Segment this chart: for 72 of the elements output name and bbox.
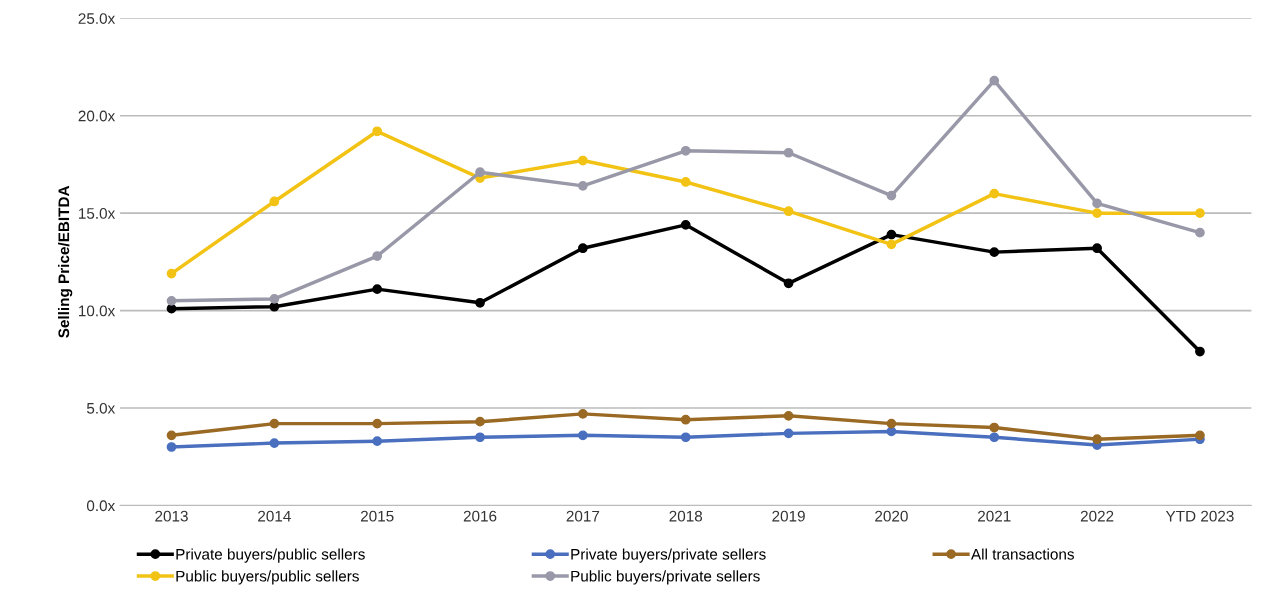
point [475, 297, 485, 308]
legend-label: Public buyers/public sellers [176, 570, 359, 585]
point [989, 247, 1000, 257]
point [680, 432, 691, 443]
point [578, 155, 588, 166]
x-tick-label: 2022 [1080, 510, 1114, 522]
point [886, 229, 897, 240]
legend-label: Private buyers/private sellers [571, 548, 766, 563]
x-tick-label: 2014 [258, 510, 291, 522]
legend-label: Public buyers/private sellers [571, 570, 760, 585]
point [372, 251, 383, 261]
point [269, 438, 280, 448]
x-tick-label: YTD 2023 [1165, 510, 1234, 522]
point [783, 278, 794, 289]
point [372, 126, 383, 137]
point [680, 145, 691, 156]
point [1092, 208, 1102, 219]
point [989, 422, 1000, 433]
x-tick-label: 2015 [360, 510, 394, 522]
point [886, 239, 897, 250]
point [372, 418, 383, 429]
point [1092, 243, 1102, 254]
point [475, 167, 485, 178]
point [578, 409, 588, 419]
point [1092, 198, 1102, 209]
point [989, 188, 1000, 199]
point [783, 410, 794, 421]
point [578, 181, 588, 191]
point [166, 442, 177, 452]
point [783, 428, 794, 439]
y-tick-label: 0.0x [86, 500, 116, 512]
legend-label: Private buyers/public sellers [176, 548, 365, 563]
point [783, 147, 794, 158]
point [166, 295, 177, 306]
y-axis-title: Selling Price/EBITDA [57, 185, 73, 338]
point [166, 430, 177, 441]
point [783, 206, 794, 217]
point [372, 436, 383, 447]
x-tick-label: 2020 [875, 510, 908, 522]
point [989, 432, 1000, 443]
point [578, 430, 588, 441]
point [1195, 227, 1205, 238]
point [1195, 430, 1205, 441]
point [680, 177, 691, 187]
x-tick-label: 2016 [463, 510, 497, 522]
y-tick-label: 20.0x [78, 110, 116, 122]
point [372, 284, 383, 295]
point [1195, 208, 1205, 219]
point [475, 416, 485, 427]
point [166, 268, 177, 279]
x-tick-label: 2017 [566, 510, 600, 522]
y-tick-label: 25.0x [78, 13, 116, 24]
y-tick-label: 10.0x [79, 305, 116, 317]
point [886, 190, 897, 201]
point [1092, 434, 1102, 445]
point [989, 75, 1000, 86]
point [680, 414, 691, 425]
point [1195, 346, 1205, 357]
x-tick-label: 2019 [772, 510, 805, 522]
y-tick-label: 5.0x [86, 402, 116, 414]
point [886, 418, 897, 429]
point [578, 243, 588, 254]
point [269, 196, 280, 207]
legend-label: All transactions [970, 548, 1074, 560]
x-tick-label: 2021 [978, 510, 1011, 522]
point [475, 432, 485, 443]
point [269, 418, 280, 429]
point [269, 294, 280, 304]
x-tick-label: 2013 [155, 510, 188, 522]
y-tick-label: 15.0x [79, 208, 116, 219]
x-tick-label: 2018 [669, 510, 703, 522]
point [680, 219, 691, 230]
